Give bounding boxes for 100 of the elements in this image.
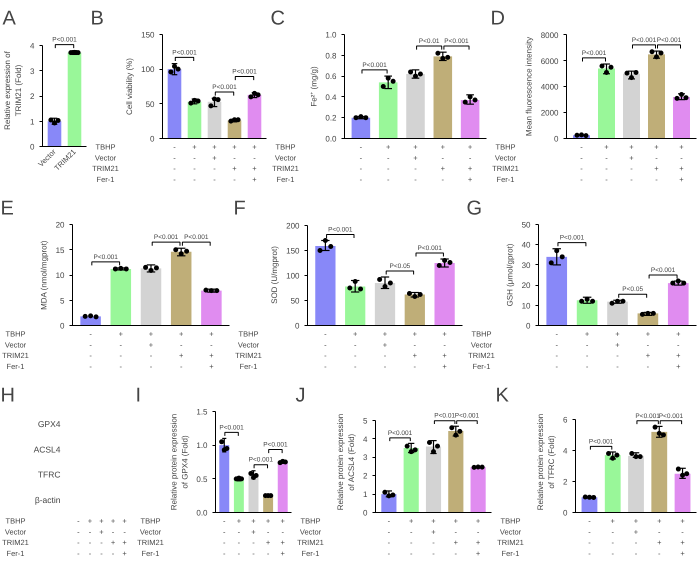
- bar: [623, 74, 640, 138]
- y-tick-label: 10: [522, 301, 532, 310]
- bar: [201, 290, 222, 326]
- chart-title: K: [496, 384, 510, 406]
- y-tick-label: 0: [30, 142, 36, 152]
- bar: [278, 462, 288, 512]
- y-tick-label: 15: [56, 246, 66, 255]
- bar: [576, 300, 598, 326]
- y-tick-label: 4: [363, 434, 368, 444]
- y-tick-label: 0: [295, 322, 300, 330]
- y-tick-label: 1: [30, 117, 36, 126]
- bar: [378, 82, 398, 138]
- y-tick-label: 6: [563, 415, 568, 424]
- chart-title: E: [0, 198, 14, 220]
- y-tick-label: 10: [56, 271, 66, 280]
- category-label: GPX4: [38, 419, 61, 430]
- bar: [234, 478, 244, 512]
- bar: [648, 54, 665, 138]
- y-tick-label: 40: [522, 240, 532, 250]
- y-tick-label: 50: [522, 220, 532, 230]
- y-tick-label: 20: [56, 220, 66, 230]
- y-tick-label: 0.0: [325, 134, 338, 144]
- y-tick-label: 0: [526, 322, 532, 330]
- y-tick-label: 1.0: [196, 441, 208, 450]
- y-tick-label: 8000: [540, 30, 560, 40]
- bar: [434, 56, 452, 138]
- y-tick-label: 50: [146, 100, 156, 109]
- category-label: β-actin: [34, 494, 61, 505]
- bar: [470, 467, 486, 512]
- bar: [673, 97, 690, 138]
- y-tick-label: 0: [563, 508, 568, 518]
- y-axis-title: Relative expression of TRIM21 (Fold): [3, 50, 24, 130]
- chart-title: A: [2, 8, 16, 30]
- y-axis-title: Cell viability (%): [125, 58, 134, 115]
- bar: [604, 455, 621, 512]
- y-axis-title: GSH (μmol/gprot): [506, 243, 515, 306]
- y-tick-label: 0.5: [196, 474, 208, 484]
- bar: [248, 94, 262, 138]
- y-tick-label: 3: [363, 453, 368, 462]
- y-tick-label: 2000: [540, 108, 560, 118]
- bar: [170, 252, 192, 326]
- bar: [110, 268, 132, 326]
- bar: [248, 475, 258, 512]
- y-tick-label: 100: [286, 272, 300, 280]
- y-axis-title: Relative protein expression of GPX4 (Fold): [170, 414, 190, 510]
- y-tick-label: 4: [563, 446, 568, 456]
- bar: [668, 283, 689, 326]
- y-tick-label: 2: [30, 92, 36, 102]
- y-tick-label: 0: [150, 134, 156, 144]
- y-tick-label: 4000: [540, 82, 560, 92]
- y-tick-label: 0: [554, 134, 560, 144]
- text: H: [0, 384, 15, 406]
- y-tick-label: 1.5: [196, 408, 208, 416]
- y-axis-title: SOD (U/mgprot): [270, 246, 280, 304]
- bar: [628, 456, 644, 512]
- y-tick-label: 0.8: [325, 51, 338, 60]
- bar: [434, 263, 455, 326]
- y-tick-label: 1.0: [325, 30, 338, 40]
- y-axis-title: Relative protein expression of TFRC (Fold): [536, 414, 556, 510]
- y-tick-label: 4: [30, 42, 36, 51]
- bar: [448, 431, 464, 512]
- chart-title: F: [234, 198, 246, 220]
- y-tick-label: 30: [522, 260, 532, 270]
- bar: [460, 100, 480, 138]
- y-axis-title: Mean fluorescence intensity: [524, 36, 534, 136]
- y-tick-label: 0.2: [325, 114, 338, 123]
- bar: [607, 302, 628, 326]
- y-tick-label: 20: [522, 281, 532, 290]
- chart-title: J: [296, 384, 306, 406]
- y-tick-label: 100: [141, 65, 156, 74]
- bar: [208, 102, 222, 138]
- bar: [404, 294, 425, 326]
- bar: [651, 432, 668, 512]
- y-axis-title: Fe²⁺ (mg/g): [309, 66, 318, 107]
- bar: [228, 120, 242, 138]
- y-tick-label: 2: [363, 472, 368, 481]
- bar: [352, 118, 370, 138]
- y-tick-label: 5: [60, 296, 66, 306]
- y-tick-label: 3: [30, 66, 36, 76]
- bar: [374, 283, 396, 326]
- y-tick-label: 150: [286, 246, 300, 256]
- y-tick-label: 5: [363, 416, 368, 426]
- category-label: TFRC: [38, 470, 61, 480]
- bar: [674, 474, 690, 512]
- bar: [219, 445, 230, 512]
- y-tick-label: 200: [286, 222, 300, 230]
- bar: [140, 268, 162, 326]
- chart-title: I: [136, 384, 142, 406]
- category-label: ACSL4: [34, 444, 61, 454]
- y-tick-label: 0.4: [325, 92, 338, 102]
- bar: [345, 286, 366, 326]
- bar: [598, 68, 615, 138]
- y-tick-label: 2: [563, 477, 568, 486]
- bar: [546, 256, 568, 326]
- bar: [404, 448, 419, 512]
- chart-title: D: [490, 8, 505, 30]
- bar: [188, 102, 202, 138]
- bar: [406, 74, 425, 138]
- chart-title: G: [466, 198, 482, 220]
- y-tick-label: 50: [290, 296, 300, 306]
